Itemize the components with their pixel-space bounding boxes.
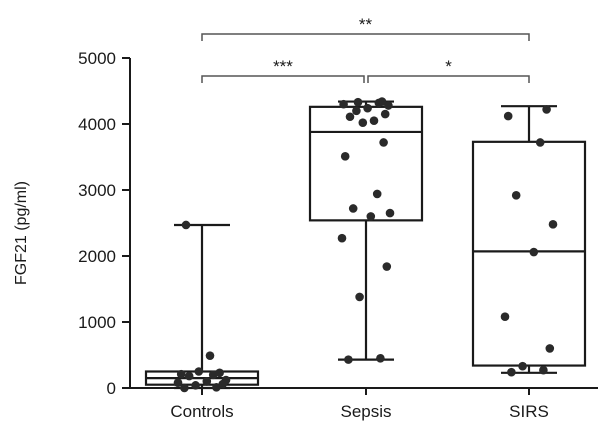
data-point [363, 103, 372, 113]
data-point [539, 365, 548, 375]
y-axis: 0 1000 2000 3000 4000 5000 [78, 49, 131, 398]
significance-bracket [367, 75, 530, 83]
y-tick-label: 1000 [78, 313, 116, 332]
significance-label: * [445, 57, 452, 76]
data-point [353, 97, 363, 107]
data-point [194, 367, 204, 376]
box-series [144, 100, 587, 390]
data-point [382, 262, 392, 271]
data-point [529, 247, 539, 257]
data-point [352, 106, 361, 116]
x-category-label: Controls [170, 402, 233, 421]
data-point [500, 312, 510, 322]
y-tick-label: 3000 [78, 181, 116, 200]
data-point [340, 152, 350, 161]
data-point [205, 351, 215, 360]
box-sepsis [308, 105, 424, 222]
data-point [184, 371, 194, 381]
data-point [377, 97, 387, 106]
data-point [202, 377, 212, 386]
data-point [181, 220, 191, 230]
data-point [355, 292, 364, 302]
data-point [535, 138, 545, 147]
data-point [385, 208, 395, 218]
data-point [344, 355, 353, 364]
data-point [173, 378, 183, 388]
data-point [221, 375, 231, 385]
data-point [379, 138, 388, 147]
data-point [545, 344, 555, 353]
data-point [212, 383, 221, 392]
data-point [345, 112, 355, 122]
y-tick-label: 5000 [78, 49, 116, 68]
x-category-label: Sepsis [340, 402, 391, 421]
data-point [372, 189, 382, 199]
data-point [380, 109, 390, 119]
significance-label: *** [273, 57, 293, 76]
significance-label: ** [359, 15, 373, 34]
data-point [511, 190, 521, 200]
data-points [173, 97, 558, 393]
x-axis: Controls Sepsis SIRS [130, 387, 598, 421]
box-sirs [471, 140, 587, 367]
data-point [337, 233, 347, 243]
data-point [358, 118, 368, 127]
y-tick-label: 4000 [78, 115, 116, 134]
data-point [518, 361, 527, 371]
data-point [191, 381, 200, 390]
y-axis-title: FGF21 (pg/ml) [13, 181, 30, 285]
data-point [176, 369, 186, 379]
data-point [180, 383, 189, 393]
significance-bracket [201, 33, 530, 41]
data-point [215, 368, 224, 378]
data-point [366, 212, 376, 221]
x-category-label: SIRS [509, 402, 549, 421]
data-point [507, 367, 516, 377]
y-tick-label: 2000 [78, 247, 116, 266]
y-tick-label: 0 [107, 379, 116, 398]
data-point [376, 354, 385, 363]
data-point [548, 220, 558, 229]
data-point [503, 111, 513, 121]
data-point [542, 105, 551, 114]
data-point [339, 99, 348, 109]
data-point [348, 204, 358, 213]
data-point [384, 101, 393, 110]
significance-brackets: *** *** [201, 15, 530, 83]
significance-bracket [201, 75, 365, 83]
data-point [369, 116, 379, 125]
